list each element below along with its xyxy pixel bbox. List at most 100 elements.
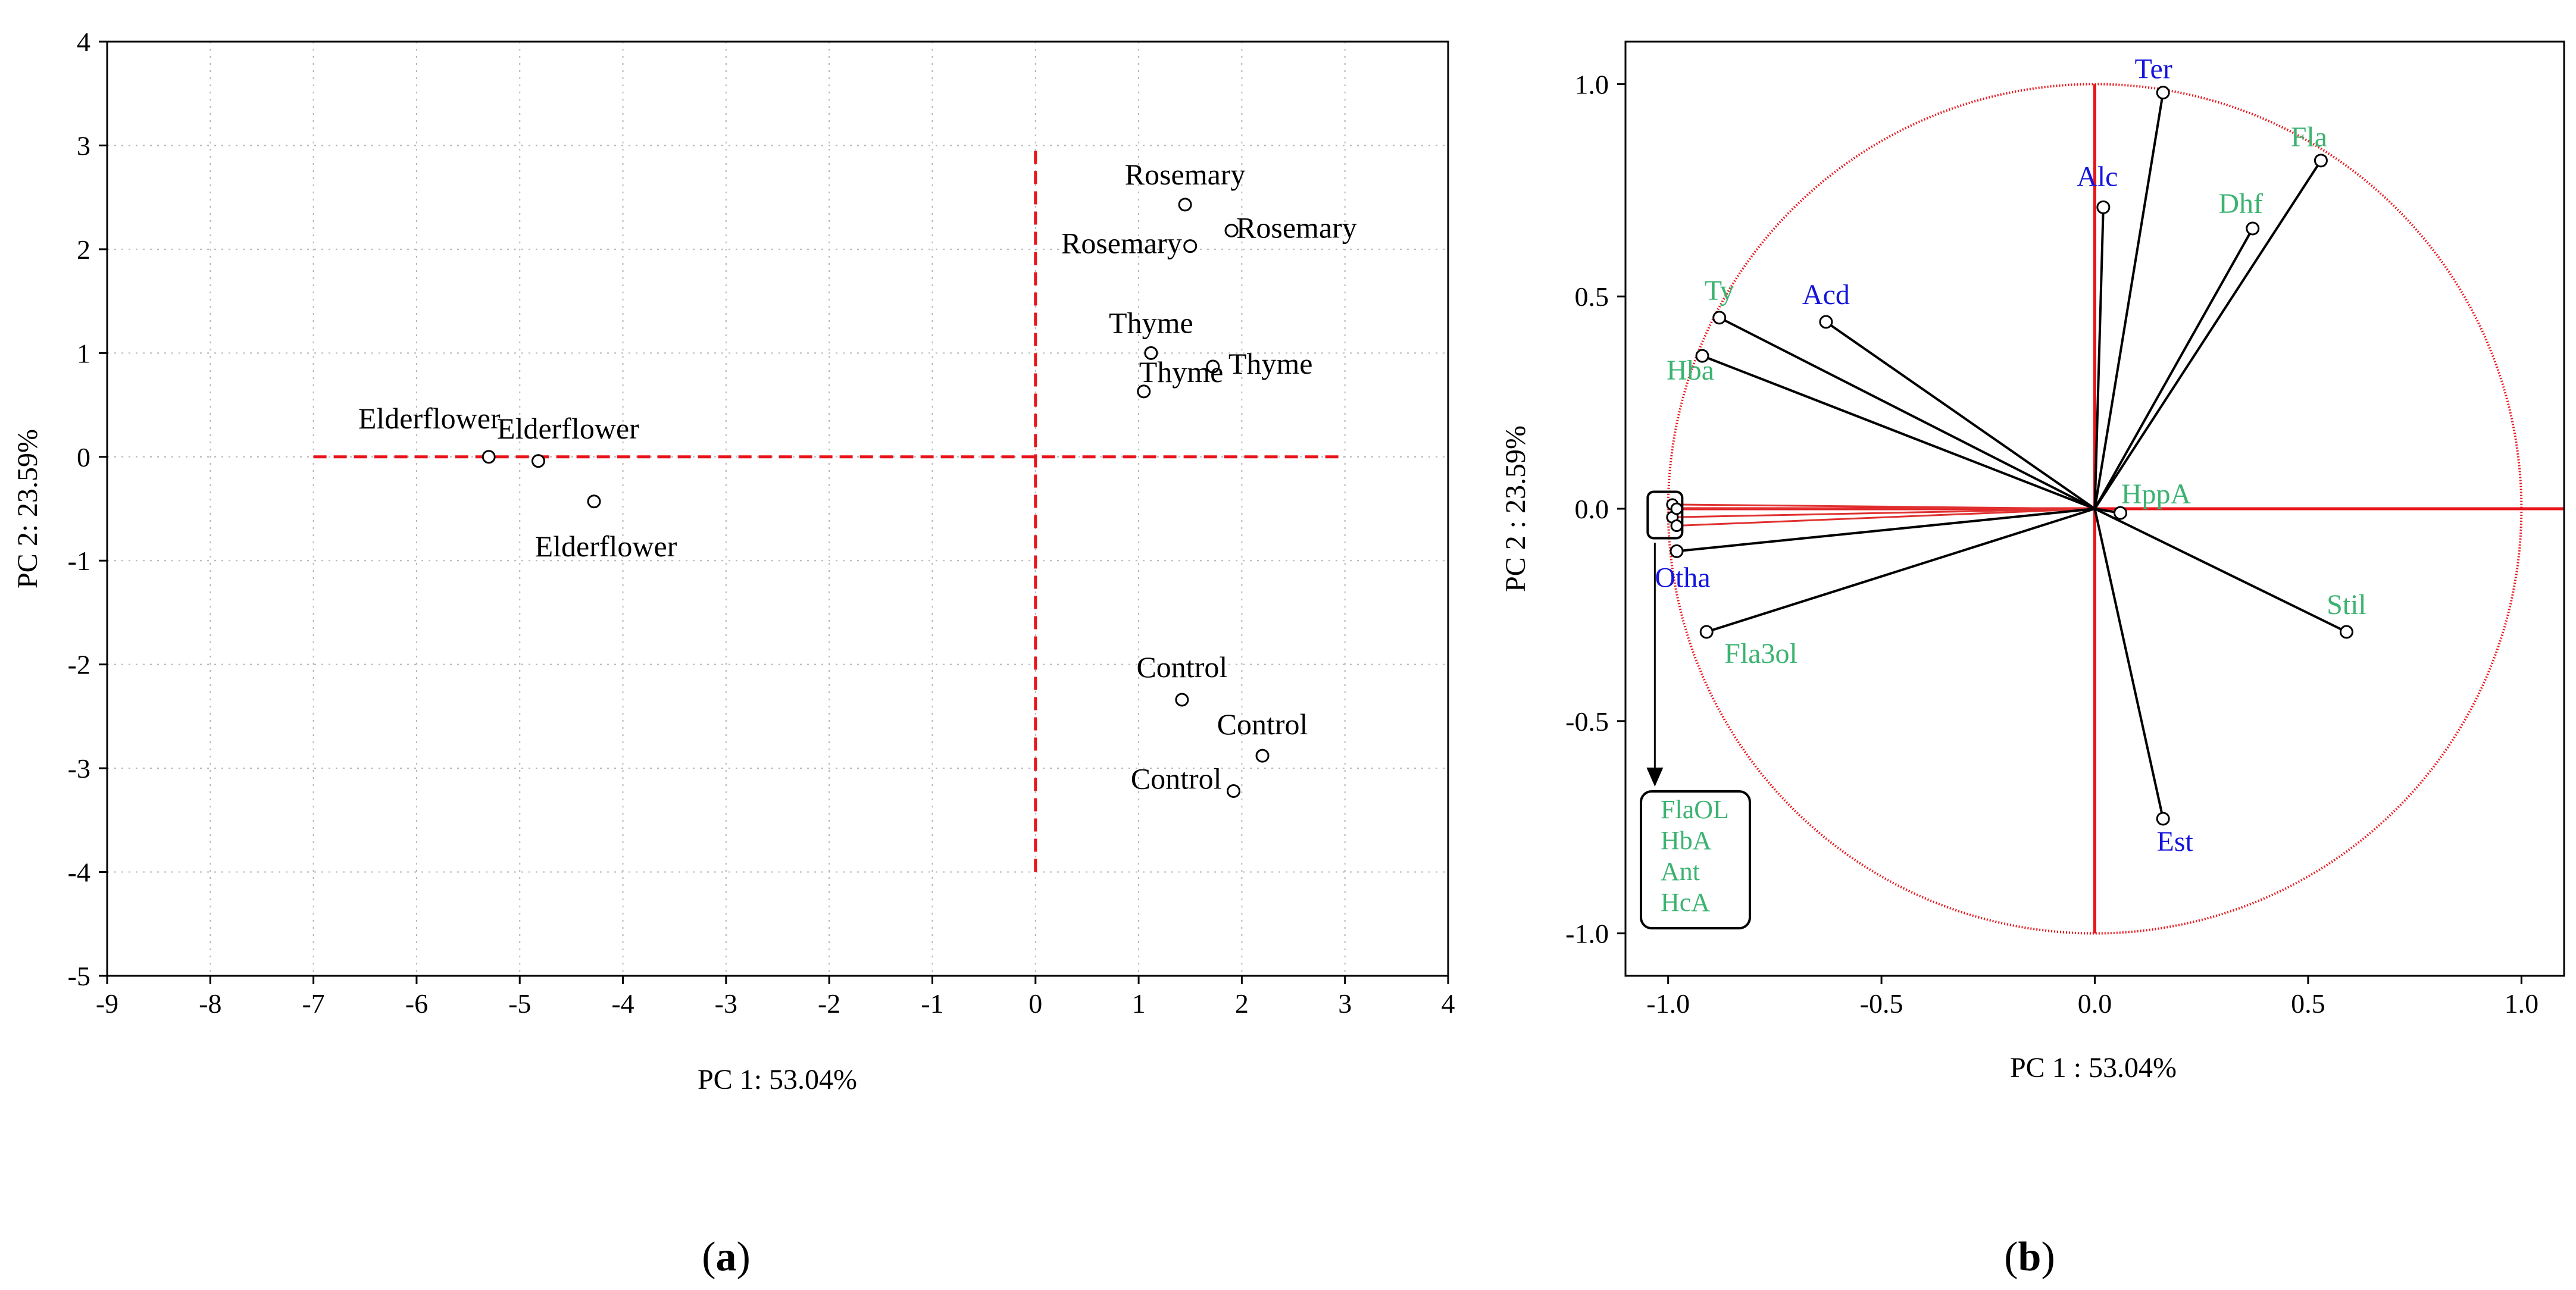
x-tick-label: -0.5: [1860, 988, 1903, 1019]
score-point: [482, 450, 496, 464]
loading-plot-ticks: -1.0 -0.5 0.0 0.5 1.0 -1.0 -0.5 0.0 0.5 1.0: [1565, 69, 2539, 1019]
panel-b-letter: b: [2018, 1234, 2042, 1280]
loading-vector-label: Otha: [1655, 562, 1710, 593]
loading-vector: [2093, 92, 2165, 509]
y-tick-label: 3: [77, 130, 90, 161]
loading-point: [1699, 625, 1714, 639]
callout-label: HcA: [1661, 888, 1710, 917]
loading-point: [1670, 544, 1684, 558]
y-tick-label: -0.5: [1565, 706, 1609, 737]
score-point-label: Thyme: [1139, 355, 1224, 389]
loading-point: [1819, 315, 1833, 329]
loading-vector: [1706, 508, 2096, 633]
score-plot-y-title: PC 2: 23.59%: [12, 429, 43, 588]
x-tick-label: -7: [302, 988, 324, 1019]
loading-plot-x-title: PC 1 : 53.04%: [2010, 1052, 2177, 1084]
loading-vector-label: Stil: [2327, 589, 2366, 621]
score-plot-grid: [107, 42, 1448, 976]
loading-vector: [1676, 508, 2095, 553]
loading-vector-label: Alc: [2077, 161, 2118, 192]
y-tick-label: 0.5: [1575, 281, 1609, 312]
loading-vector: [2093, 508, 2165, 819]
loading-vector-label: Ty: [1705, 275, 1734, 306]
loading-vector: [1718, 317, 2096, 510]
loading-vector: [1702, 355, 2096, 510]
loading-point: [2246, 221, 2260, 236]
score-point: [1175, 693, 1189, 707]
score-point-label: Elderflower: [358, 402, 501, 435]
callout-label: FlaOL: [1661, 795, 1729, 824]
score-plot-x-title: PC 1: 53.04%: [698, 1064, 857, 1095]
y-tick-label: -1: [68, 546, 90, 576]
x-tick-label: 0: [1028, 988, 1042, 1019]
score-point-label: Elderflower: [497, 412, 639, 445]
score-point: [531, 454, 545, 468]
x-tick-label: -9: [96, 988, 118, 1019]
score-point-label: Rosemary: [1125, 158, 1246, 191]
score-point: [1144, 346, 1158, 360]
y-tick-label: -5: [68, 961, 90, 991]
loading-vector-label: Est: [2157, 826, 2194, 857]
score-plot-frame: [106, 40, 1449, 977]
score-point: [1227, 784, 1241, 798]
loading-point: [1712, 311, 1727, 325]
clustered-loading-point: [1670, 502, 1683, 515]
y-tick-label: 0: [77, 442, 90, 472]
x-tick-label: 3: [1338, 988, 1352, 1019]
loading-vector: [2094, 508, 2347, 633]
loading-vector-label: Fla: [2291, 121, 2327, 153]
x-tick-label: 4: [1442, 988, 1455, 1019]
score-point-label: Rosemary: [1236, 211, 1357, 244]
clustered-loading-vector: [1676, 508, 2095, 527]
score-point-label: Control: [1136, 650, 1227, 684]
score-plot-points: RosemaryRosemaryRosemaryThymeThymeThymeE…: [358, 158, 1357, 798]
panel-a-letter: a: [716, 1234, 737, 1280]
score-point: [1137, 384, 1151, 399]
x-tick-label: 0.5: [2291, 988, 2325, 1019]
pca-loading-plot: Ter Fla Alc Dhf Ty Acd Hba HppA Otha Fla3ol Stil Es…: [1500, 40, 2565, 1280]
x-tick-label: -5: [508, 988, 531, 1019]
loading-vector-label: Fla3ol: [1724, 638, 1797, 669]
loading-point: [1695, 349, 1709, 363]
y-tick-label: -3: [68, 753, 90, 784]
y-tick-label: -1.0: [1565, 919, 1609, 949]
y-tick-label: 0.0: [1575, 494, 1609, 524]
score-point-label: Control: [1217, 707, 1308, 741]
loading-point: [2339, 625, 2353, 639]
y-tick-label: -4: [68, 857, 90, 888]
x-tick-label: 0.0: [2078, 988, 2112, 1019]
callout-label: HbA: [1661, 826, 1712, 855]
loading-point: [2156, 812, 2170, 826]
loading-vector-label: Dhf: [2218, 188, 2263, 220]
score-point-label: Thyme: [1228, 347, 1313, 380]
panel-b-label: (b): [2004, 1234, 2055, 1280]
score-point-label: Thyme: [1109, 306, 1193, 339]
callout-label: Ant: [1661, 857, 1700, 886]
score-point: [1224, 223, 1239, 237]
x-tick-label: -6: [405, 988, 428, 1019]
loading-point: [2156, 86, 2170, 100]
x-tick-label: -1.0: [1646, 988, 1690, 1019]
loading-vector-label: HppA: [2121, 478, 2192, 510]
y-tick-label: 1.0: [1575, 69, 1609, 99]
score-point-label: Rosemary: [1061, 227, 1182, 260]
y-tick-label: 2: [77, 234, 90, 265]
x-tick-label: -2: [818, 988, 840, 1019]
loading-vector-label: Ter: [2135, 54, 2172, 85]
panel-a-label: (a): [702, 1234, 751, 1280]
x-tick-label: 2: [1235, 988, 1249, 1019]
x-tick-label: -3: [715, 988, 737, 1019]
x-tick-label: 1: [1132, 988, 1146, 1019]
callout-arrow-head: [1646, 768, 1664, 787]
y-tick-label: -2: [68, 650, 90, 680]
x-tick-label: -8: [199, 988, 221, 1019]
x-tick-label: -1: [921, 988, 943, 1019]
callout-box: [1640, 790, 1751, 929]
loading-vector-label: Hba: [1667, 355, 1714, 386]
loading-vector-label: Acd: [1802, 279, 1850, 311]
loading-point: [2314, 154, 2328, 168]
loading-plot-vectors: Ter Fla Alc Dhf Ty Acd Hba HppA Otha Fla3ol Stil Es…: [1655, 54, 2366, 857]
score-point: [1255, 749, 1270, 763]
score-point: [1178, 198, 1192, 212]
